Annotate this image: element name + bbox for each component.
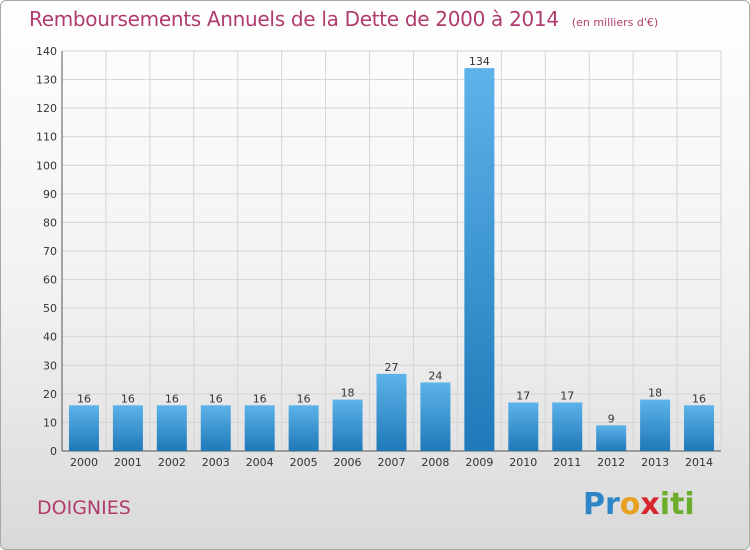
bar-value-label: 24 <box>428 369 442 382</box>
x-tick-label: 2005 <box>290 456 318 469</box>
x-tick-label: 2010 <box>509 456 537 469</box>
bar <box>156 405 187 451</box>
bars <box>68 68 715 452</box>
bar-value-label: 27 <box>385 361 399 374</box>
y-tick-label: 40 <box>43 331 57 344</box>
x-tick-label: 2012 <box>597 456 625 469</box>
logo-part-1: Pr <box>583 487 620 522</box>
y-tick-label: 140 <box>36 45 57 58</box>
y-tick-label: 90 <box>43 188 57 201</box>
bar-value-label: 16 <box>253 392 267 405</box>
bar <box>288 405 319 451</box>
y-tick-label: 70 <box>43 245 57 258</box>
logo-part-3: x <box>640 487 660 522</box>
y-tick-label: 30 <box>43 359 57 372</box>
labels: 0 10 20 30 40 50 60 70 80 90 100 110 120 130 140 16 2000… <box>36 45 713 469</box>
bar <box>376 373 407 451</box>
bar <box>244 405 275 451</box>
bar <box>68 405 99 451</box>
x-tick-label: 2004 <box>246 456 274 469</box>
bar <box>640 399 671 451</box>
bar <box>684 405 715 451</box>
x-tick-label: 2008 <box>421 456 449 469</box>
bar <box>464 68 495 452</box>
bar-value-label: 16 <box>692 392 706 405</box>
bar-value-label: 16 <box>121 392 135 405</box>
x-tick-label: 2002 <box>158 456 186 469</box>
x-tick-label: 2000 <box>70 456 98 469</box>
bar-value-label: 16 <box>77 392 91 405</box>
chart-unit-label: (en milliers d'€) <box>571 16 659 29</box>
bar <box>332 399 363 451</box>
y-tick-label: 20 <box>43 388 57 401</box>
bar-value-label: 17 <box>560 389 574 402</box>
x-tick-label: 2013 <box>641 456 669 469</box>
x-tick-label: 2011 <box>553 456 581 469</box>
x-tick-label: 2006 <box>334 456 362 469</box>
y-tick-label: 110 <box>36 131 57 144</box>
bar <box>596 425 627 451</box>
logo-part-4: iti <box>659 487 695 522</box>
bar-value-label: 18 <box>341 387 355 400</box>
chart-title: Remboursements Annuels de la Dette de 20… <box>29 7 658 31</box>
bar-value-label: 16 <box>297 392 311 405</box>
bar <box>112 405 143 451</box>
y-tick-label: 80 <box>43 216 57 229</box>
y-tick-label: 120 <box>36 102 57 115</box>
bar-value-label: 18 <box>648 387 662 400</box>
bar-value-label: 17 <box>516 389 530 402</box>
y-tick-label: 130 <box>36 74 57 87</box>
x-tick-label: 2007 <box>378 456 406 469</box>
x-tick-label: 2009 <box>465 456 493 469</box>
logo-part-2: o <box>619 487 641 522</box>
bar <box>420 382 451 451</box>
bar-value-label: 134 <box>469 55 490 68</box>
chart-title-text: Remboursements Annuels de la Dette de 20… <box>29 7 559 31</box>
proxiti-logo: Proxiti <box>583 487 695 522</box>
city-name: DOIGNIES <box>37 497 131 519</box>
x-tick-label: 2014 <box>685 456 713 469</box>
bar <box>200 405 231 451</box>
x-tick-label: 2001 <box>114 456 142 469</box>
bar <box>508 402 539 451</box>
bar-value-label: 9 <box>608 412 615 425</box>
y-tick-label: 10 <box>43 416 57 429</box>
bar-value-label: 16 <box>165 392 179 405</box>
y-tick-label: 100 <box>36 159 57 172</box>
bar <box>552 402 583 451</box>
y-tick-label: 50 <box>43 302 57 315</box>
y-tick-label: 0 <box>50 445 57 458</box>
x-tick-label: 2003 <box>202 456 230 469</box>
y-tick-label: 60 <box>43 274 57 287</box>
bar-value-label: 16 <box>209 392 223 405</box>
